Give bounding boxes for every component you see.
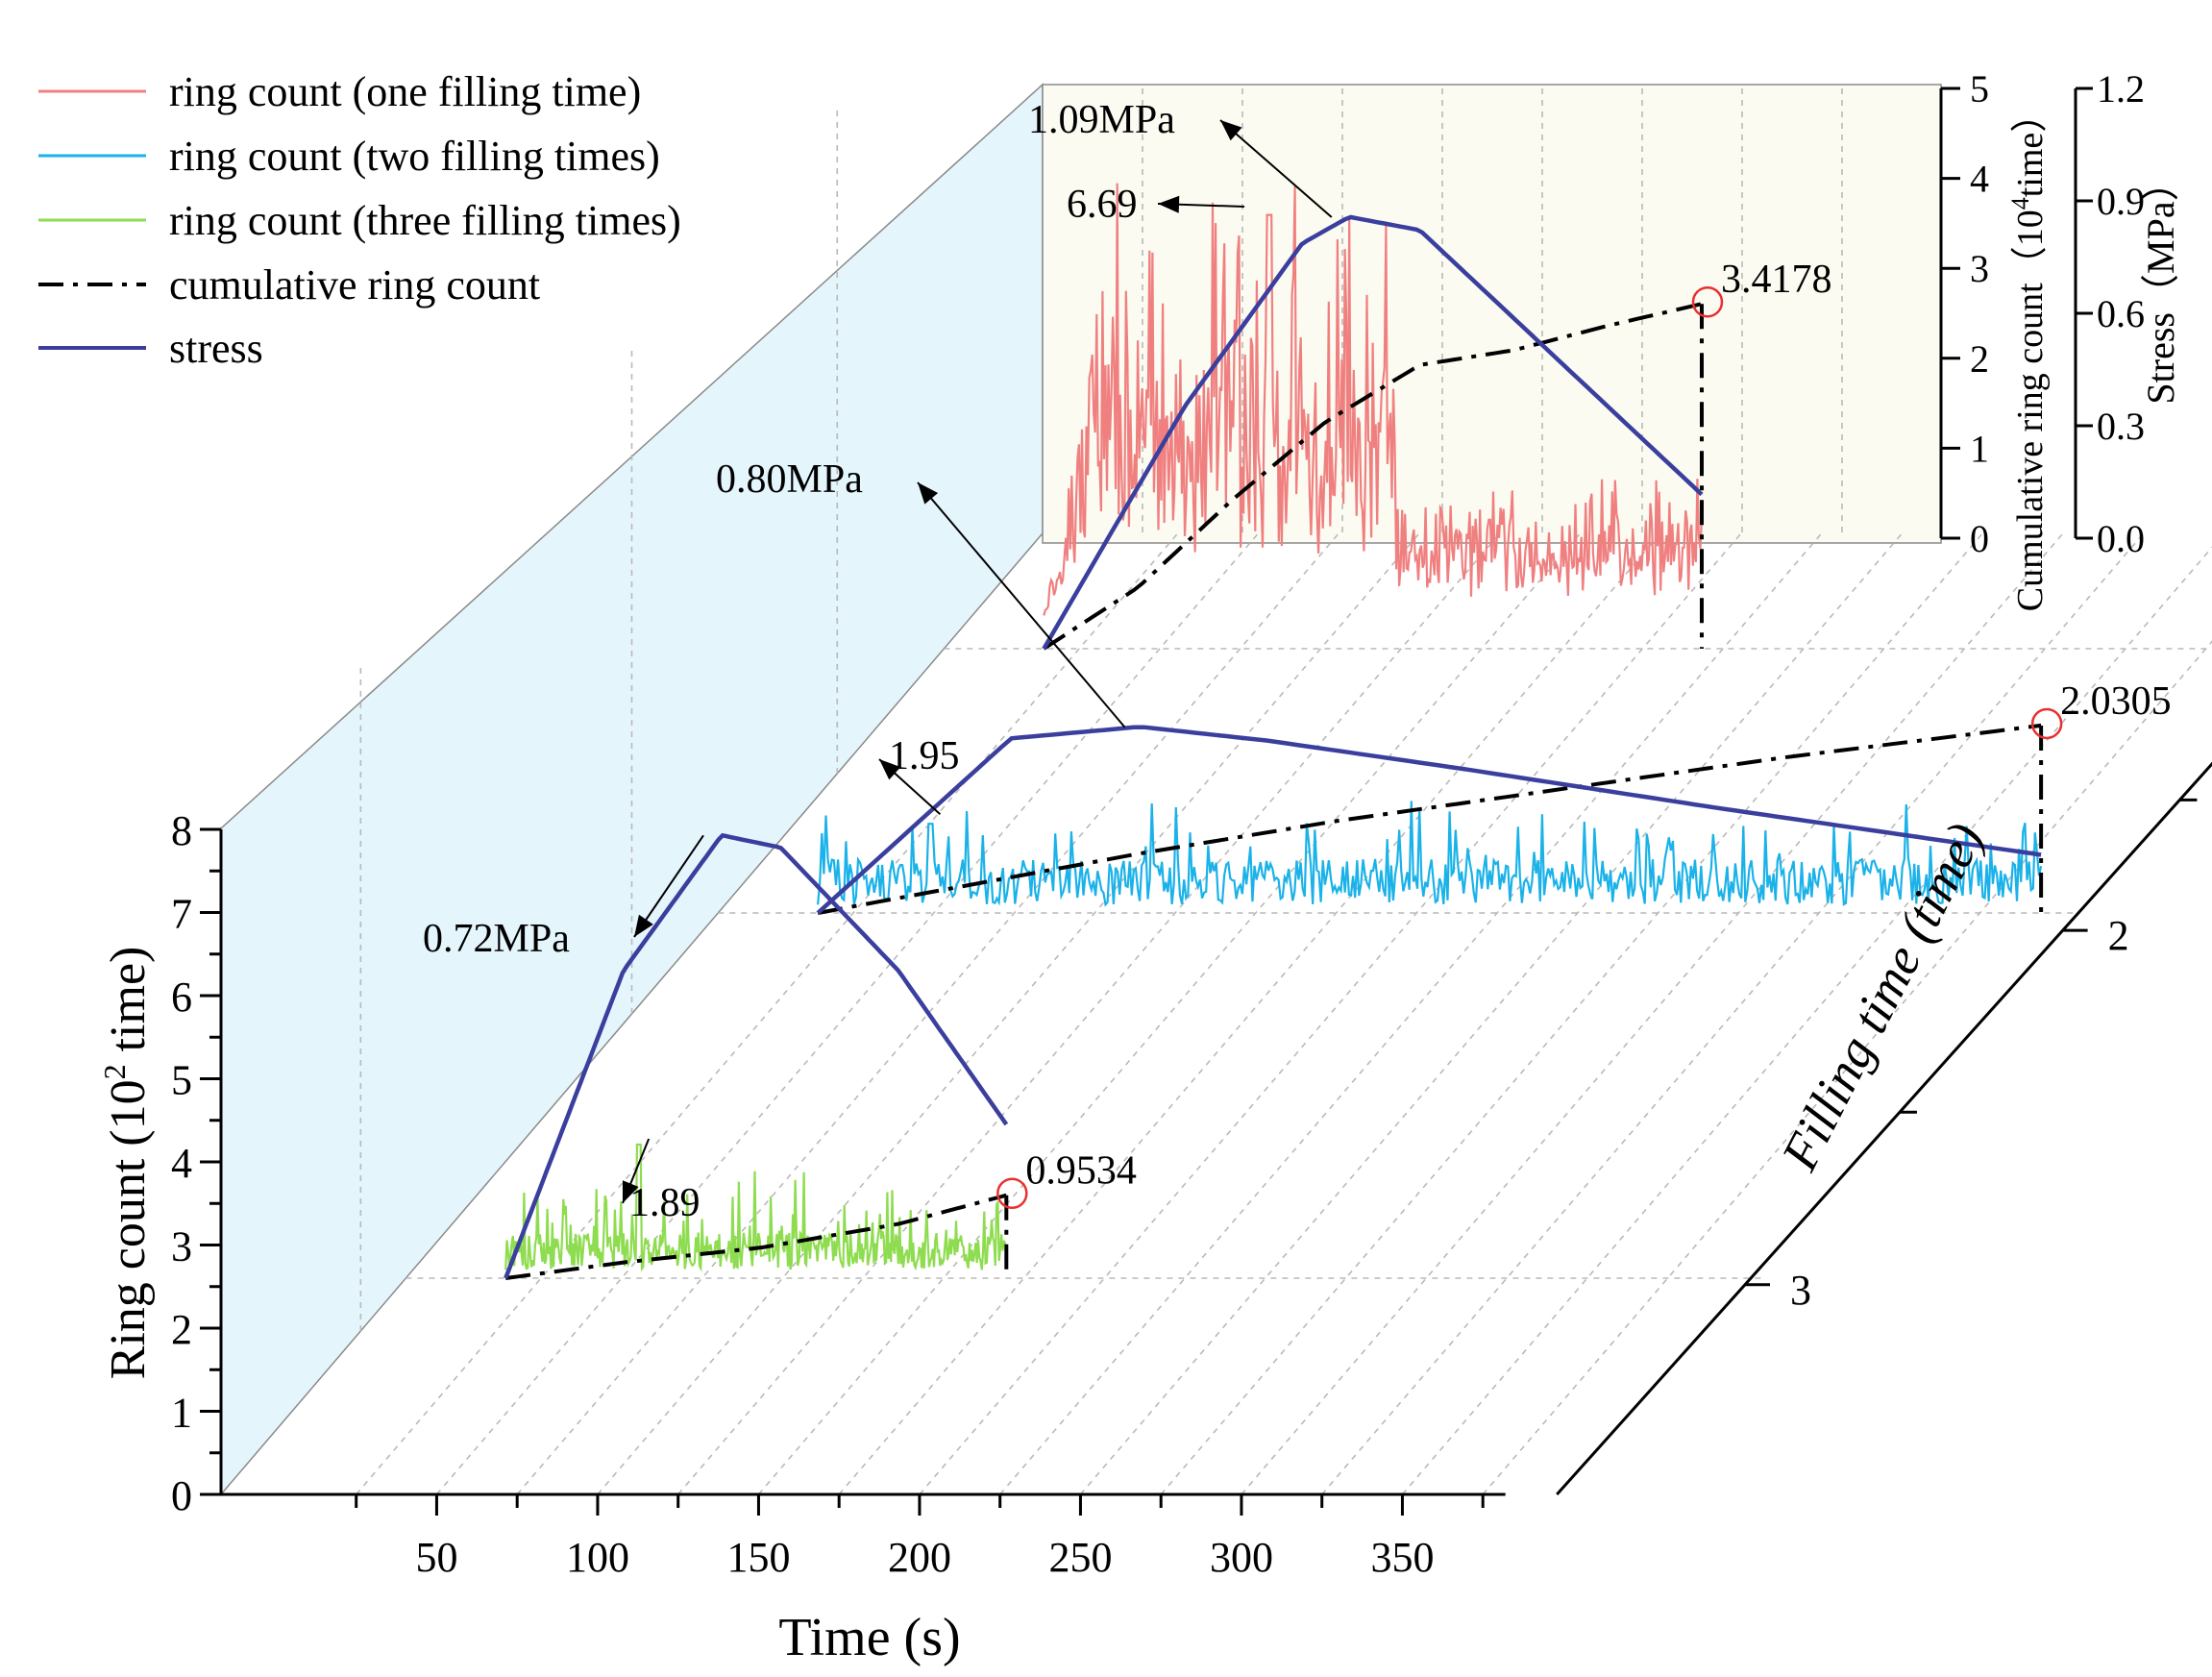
floor-grid-x — [838, 532, 1661, 1495]
cumulative-max-marker-2 — [2030, 707, 2063, 740]
data-layer — [504, 183, 2044, 1280]
cumulative-line-3 — [504, 1193, 1007, 1280]
cum-tick-label: 4 — [1970, 158, 1989, 201]
cum-tick-label: 2 — [1970, 337, 1989, 381]
floor-grid-x — [919, 532, 1742, 1495]
y-tick-label: 4 — [171, 1140, 192, 1187]
x-tick-label: 250 — [1048, 1534, 1112, 1581]
stress-tick-label: 0.6 — [2097, 292, 2145, 335]
legend-label-ring-one: ring count (one filling time) — [169, 68, 641, 115]
stress-peak-1-label: 1.09MPa — [1028, 98, 1175, 142]
y-tick-label: 5 — [171, 1057, 192, 1104]
y-tick-label: 6 — [171, 974, 192, 1021]
floor-grid-x — [677, 532, 1501, 1495]
stress-peak-2-arrow — [917, 481, 1126, 728]
stress-line-3 — [504, 832, 1009, 1279]
annot-layer: 3.4178 1.09MPa 6.69 2.0305 0.80MPa 1.95 0.9534… — [423, 98, 2172, 1225]
y-tick-label: 3 — [171, 1223, 192, 1270]
ring-count-line-3 — [504, 1143, 1008, 1272]
stress-peak-2-label: 0.80MPa — [716, 457, 863, 502]
cumulative-max-label-3: 0.9534 — [1025, 1149, 1137, 1194]
ring-peak-3-label: 1.89 — [629, 1181, 700, 1225]
ring-count-line-1 — [1043, 183, 1704, 616]
z-axis-line — [1556, 761, 2212, 1496]
ring-peak-1-label: 6.69 — [1067, 183, 1138, 227]
legend-label-ring-two: ring count (two filling times) — [169, 133, 660, 180]
floor-grid-x — [356, 532, 1179, 1495]
cumulative-max-label-1: 3.4178 — [1721, 258, 1832, 302]
legend-label-stress: stress — [169, 325, 263, 372]
floor-grid-x — [1321, 532, 2145, 1495]
back-wall — [1042, 84, 1942, 544]
z-axis-title: Filling time (time) — [1770, 814, 1995, 1180]
stress-tick-label: 0.3 — [2097, 405, 2145, 448]
stress-peak-2-arrowhead — [918, 482, 939, 505]
y-tick-label: 0 — [171, 1472, 192, 1519]
floor-grid-x — [757, 532, 1582, 1495]
axes-layer: 501001502002503003500123456781230123450.… — [171, 67, 2212, 1581]
stress-line-1 — [1042, 214, 1704, 651]
x-tick-label: 300 — [1210, 1534, 1273, 1581]
floor-grid-x — [1160, 532, 1983, 1495]
stress-peak-3-label: 0.72MPa — [423, 917, 570, 961]
cumulative-line-2 — [817, 723, 2042, 915]
y-tick-label: 8 — [171, 807, 192, 854]
cumulative-axis-title: Cumulative ring count（104time） — [2006, 96, 2051, 612]
x-tick-label: 350 — [1370, 1534, 1434, 1581]
x-tick-label: 150 — [726, 1534, 790, 1581]
floor-grid-x — [516, 532, 1339, 1495]
legend-label-cumulative: cumulative ring count — [169, 261, 540, 308]
x-axis-title: Time (s) — [778, 1608, 960, 1667]
cumulative-max-marker-1 — [1691, 285, 1724, 318]
x-tick-label: 100 — [566, 1534, 629, 1581]
floor-grid-x — [597, 532, 1420, 1495]
floor-grid-x — [435, 532, 1260, 1495]
ring-peak-2-arrowhead — [879, 759, 901, 780]
cum-tick-label: 1 — [1970, 427, 1989, 470]
y-tick-label: 1 — [171, 1390, 192, 1437]
floor-grid-x — [1401, 546, 2212, 1495]
floor-grid-x — [999, 532, 1823, 1495]
floor-grid-x — [1482, 640, 2212, 1495]
x-tick-label: 50 — [415, 1534, 457, 1581]
legend: ring count (one filling time) ring count… — [38, 68, 681, 372]
ring-count-line-2 — [817, 801, 2043, 907]
ring-peak-2-label: 1.95 — [889, 734, 960, 778]
y-tick-label: 2 — [171, 1306, 192, 1353]
stress-peak-1-arrowhead — [1220, 120, 1242, 141]
legend-label-ring-three: ring count (three filling times) — [169, 197, 681, 244]
z-tick-label: 2 — [2108, 912, 2129, 959]
y-tick-label: 7 — [171, 891, 192, 938]
stress-peak-1-arrow — [1219, 119, 1333, 218]
ring-peak-1-arrowhead — [1158, 195, 1180, 213]
stress-peak-3-arrowhead — [634, 914, 653, 937]
grid-layer — [356, 88, 2212, 1495]
cum-tick-label: 0 — [1970, 517, 1989, 560]
x-tick-label: 200 — [888, 1534, 951, 1581]
stress-tick-label: 1.2 — [2097, 67, 2145, 111]
floor-grid-x — [1079, 532, 1904, 1495]
stress-tick-label: 0.0 — [2097, 517, 2145, 560]
stress-axis-title: Stress（MPa） — [2139, 162, 2182, 404]
cum-tick-label: 3 — [1970, 247, 1989, 290]
stress-line-2 — [816, 725, 2042, 915]
stress-tick-label: 0.9 — [2097, 180, 2145, 223]
z-tick-label: 3 — [1790, 1267, 1811, 1314]
ring-peak-3-arrowhead — [622, 1180, 639, 1203]
cumulative-line-1 — [1043, 302, 1703, 651]
floor-grid-x — [1241, 532, 2064, 1495]
y-axis-title: Ring count (102 time) — [97, 947, 156, 1380]
cumulative-max-marker-3 — [996, 1177, 1028, 1209]
cum-tick-label: 5 — [1970, 67, 1989, 111]
cumulative-max-label-2: 2.0305 — [2060, 679, 2172, 724]
